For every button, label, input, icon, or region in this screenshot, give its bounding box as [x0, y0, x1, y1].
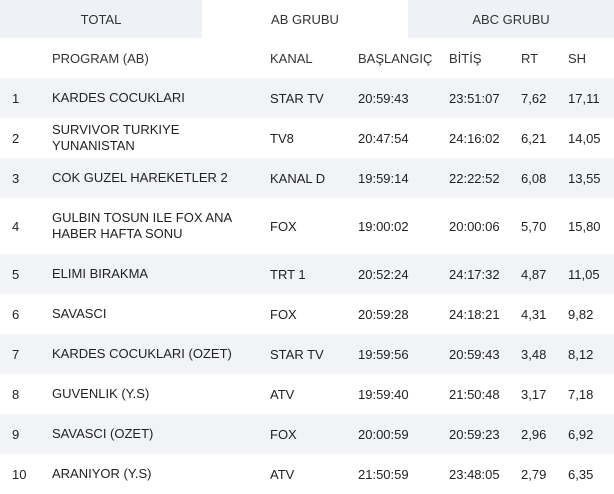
header-sh: SH: [568, 38, 614, 78]
table-row: 3 COK GUZEL HAREKETLER 2 KANAL D 19:59:1…: [0, 158, 614, 198]
kanal-cell: FOX: [270, 218, 297, 234]
sh-cell: 17,11: [568, 90, 600, 106]
header-rank: [0, 38, 52, 78]
program-cell: KARDES COCUKLARI (OZET): [52, 346, 232, 361]
baslangic-cell: 21:50:59: [358, 466, 409, 482]
program-cell: ELIMI BIRAKMA: [52, 266, 149, 281]
program-cell: COK GUZEL HAREKETLER 2: [52, 170, 228, 185]
sh-cell: 15,80: [568, 218, 601, 234]
program-cell: GULBIN TOSUN ILE FOX ANA HABER HAFTA SON…: [52, 210, 232, 241]
program-cell: KARDES COCUKLARI: [52, 90, 185, 105]
baslangic-cell: 20:47:54: [358, 130, 409, 146]
baslangic-cell: 19:59:14: [358, 170, 409, 186]
sh-cell: 11,05: [568, 266, 600, 282]
rt-cell: 6,08: [521, 170, 547, 186]
sh-cell: 13,55: [568, 170, 601, 186]
rt-cell: 4,31: [521, 306, 547, 322]
baslangic-cell: 20:52:24: [358, 266, 409, 282]
header-rt: RT: [521, 38, 568, 78]
kanal-cell: STAR TV: [270, 90, 324, 106]
tab-ab-grubu[interactable]: AB GRUBU: [202, 0, 408, 38]
table-row: 6 SAVASCI FOX 20:59:28 24:18:21 4,31 9,8…: [0, 294, 614, 334]
kanal-cell: KANAL D: [270, 170, 326, 186]
tab-abc-grubu[interactable]: ABC GRUBU: [408, 0, 614, 38]
rt-cell: 3,17: [521, 386, 547, 402]
sh-cell: 14,05: [568, 130, 601, 146]
bitis-cell: 24:18:21: [449, 306, 500, 322]
kanal-cell: ATV: [270, 386, 295, 402]
table-row: 4 GULBIN TOSUN ILE FOX ANA HABER HAFTA S…: [0, 198, 614, 254]
kanal-cell: TRT 1: [270, 266, 306, 282]
sh-cell: 9,82: [568, 306, 594, 322]
rt-cell: 6,21: [521, 130, 547, 146]
header-program: PROGRAM (AB): [52, 38, 270, 78]
kanal-cell: FOX: [270, 306, 297, 322]
rt-cell: 2,79: [521, 466, 547, 482]
program-cell: SAVASCI: [52, 306, 107, 321]
rank-cell: 10: [12, 466, 27, 482]
table-row: 2 SURVIVOR TURKIYE YUNANISTAN TV8 20:47:…: [0, 118, 614, 158]
rt-cell: 5,70: [521, 218, 547, 234]
header-bitis: BİTİŞ: [449, 38, 521, 78]
program-cell: SAVASCI (OZET): [52, 426, 154, 441]
table-row: 8 GUVENLIK (Y.S) ATV 19:59:40 21:50:48 3…: [0, 374, 614, 414]
kanal-cell: TV8: [270, 130, 294, 146]
rt-cell: 4,87: [521, 266, 547, 282]
rank-cell: 4: [12, 218, 20, 234]
table-row: 9 SAVASCI (OZET) FOX 20:00:59 20:59:23 2…: [0, 414, 614, 454]
program-cell: SURVIVOR TURKIYE YUNANISTAN: [52, 122, 180, 153]
rank-cell: 1: [12, 90, 20, 106]
table-row: 1 KARDES COCUKLARI STAR TV 20:59:43 23:5…: [0, 78, 614, 118]
bitis-cell: 21:50:48: [449, 386, 500, 402]
sh-cell: 7,18: [568, 386, 594, 402]
rank-cell: 3: [12, 170, 20, 186]
baslangic-cell: 20:00:59: [358, 426, 409, 442]
sh-cell: 6,92: [568, 426, 594, 442]
table-row: 10 ARANIYOR (Y.S) ATV 21:50:59 23:48:05 …: [0, 454, 614, 494]
baslangic-cell: 20:59:28: [358, 306, 409, 322]
table-row: 5 ELIMI BIRAKMA TRT 1 20:52:24 24:17:32 …: [0, 254, 614, 294]
rank-cell: 8: [12, 386, 20, 402]
table-row: 7 KARDES COCUKLARI (OZET) STAR TV 19:59:…: [0, 334, 614, 374]
baslangic-cell: 19:59:40: [358, 386, 409, 402]
baslangic-cell: 19:00:02: [358, 218, 409, 234]
bitis-cell: 24:16:02: [449, 130, 500, 146]
program-cell: ARANIYOR (Y.S): [52, 466, 152, 481]
bitis-cell: 22:22:52: [449, 170, 500, 186]
group-tabs: TOTAL AB GRUBU ABC GRUBU: [0, 0, 614, 38]
kanal-cell: STAR TV: [270, 346, 324, 362]
rank-cell: 6: [12, 306, 20, 322]
rt-cell: 3,48: [521, 346, 547, 362]
baslangic-cell: 19:59:56: [358, 346, 409, 362]
kanal-cell: FOX: [270, 426, 297, 442]
program-cell: GUVENLIK (Y.S): [52, 386, 150, 401]
rt-cell: 7,62: [521, 90, 547, 106]
header-baslangic: BAŞLANGIÇ: [358, 38, 449, 78]
bitis-cell: 24:17:32: [449, 266, 500, 282]
rank-cell: 9: [12, 426, 20, 442]
baslangic-cell: 20:59:43: [358, 90, 409, 106]
sh-cell: 8,12: [568, 346, 594, 362]
kanal-cell: ATV: [270, 466, 295, 482]
header-kanal: KANAL: [270, 38, 358, 78]
rank-cell: 2: [12, 130, 20, 146]
rt-cell: 2,96: [521, 426, 547, 442]
bitis-cell: 20:00:06: [449, 218, 500, 234]
rank-cell: 5: [12, 266, 20, 282]
bitis-cell: 23:48:05: [449, 466, 500, 482]
rank-cell: 7: [12, 346, 20, 362]
table-header-row: PROGRAM (AB) KANAL BAŞLANGIÇ BİTİŞ RT SH: [0, 38, 614, 78]
tab-total[interactable]: TOTAL: [0, 0, 202, 38]
ratings-table: PROGRAM (AB) KANAL BAŞLANGIÇ BİTİŞ RT SH…: [0, 38, 614, 494]
sh-cell: 6,35: [568, 466, 594, 482]
bitis-cell: 20:59:43: [449, 346, 500, 362]
bitis-cell: 23:51:07: [449, 90, 500, 106]
bitis-cell: 20:59:23: [449, 426, 500, 442]
